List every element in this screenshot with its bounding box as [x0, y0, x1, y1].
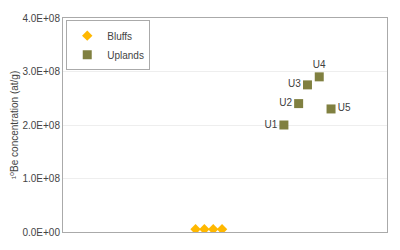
svg-text:4.0E+08: 4.0E+08 [22, 13, 60, 24]
svg-text:U3: U3 [288, 78, 301, 89]
svg-text:2.0E+08: 2.0E+08 [22, 120, 60, 131]
svg-text:0.0E+00: 0.0E+00 [22, 227, 60, 238]
svg-text:Uplands: Uplands [107, 50, 144, 61]
svg-text:1.0E+08: 1.0E+08 [22, 173, 60, 184]
svg-text:U5: U5 [338, 102, 351, 113]
svg-text:U1: U1 [264, 119, 277, 130]
svg-text:3.0E+08: 3.0E+08 [22, 66, 60, 77]
svg-text:U2: U2 [279, 97, 292, 108]
svg-text:Bluffs: Bluffs [107, 31, 132, 42]
svg-text:U4: U4 [313, 59, 326, 70]
svg-text:¹⁰Be concentration (at/g): ¹⁰Be concentration (at/g) [9, 71, 20, 180]
